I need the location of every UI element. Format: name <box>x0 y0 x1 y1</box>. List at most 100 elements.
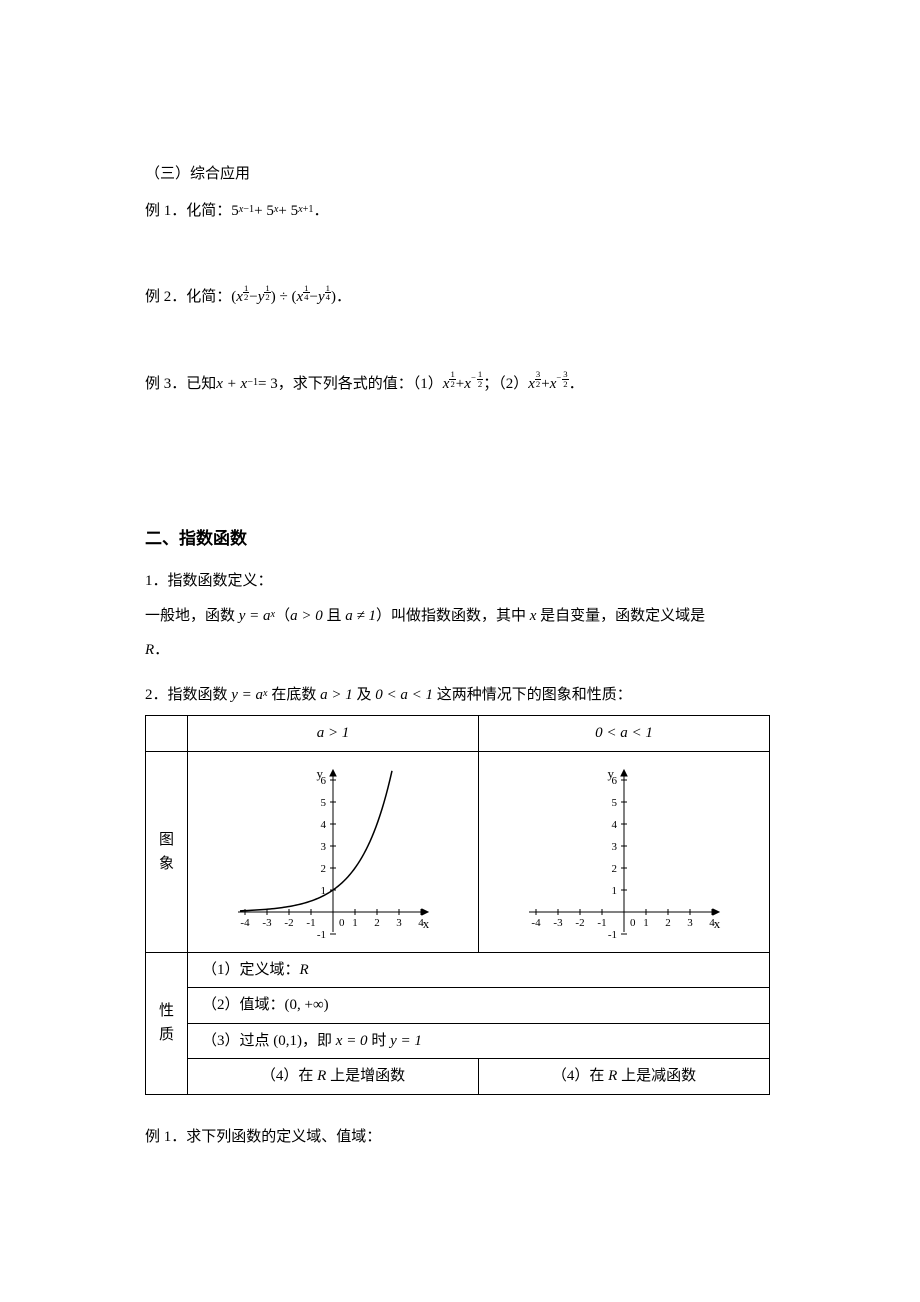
def-cond1: a > 0 <box>290 602 323 631</box>
ex3-p2d1: 2 <box>535 380 541 389</box>
prop2-a: （2）值域： <box>202 997 285 1013</box>
ex2-d4: 4 <box>325 293 331 302</box>
ti-d: 这两种情况下的图象和性质： <box>433 687 632 703</box>
ex1-label: 例 1．化简： <box>145 197 231 226</box>
ex1-math: 5x−1 + 5x + 5x+1 <box>231 197 313 226</box>
ex1-end: ． <box>313 197 328 226</box>
svg-text:-1: -1 <box>608 929 617 941</box>
ex1-plus1: + 5 <box>254 197 274 226</box>
example-1: 例 1．化简： 5x−1 + 5x + 5x+1 ． <box>145 197 770 226</box>
prop-domain: （1）定义域：R <box>188 952 770 988</box>
graph-increasing: -4-3-2-112340-1123456yx <box>188 751 479 952</box>
svg-text:-1: -1 <box>317 929 326 941</box>
graph-increasing-svg: -4-3-2-112340-1123456yx <box>228 762 438 942</box>
svg-text:2: 2 <box>374 917 380 929</box>
def-end: ． <box>154 642 169 658</box>
svg-text:-1: -1 <box>597 917 606 929</box>
ex3-x1: x <box>443 370 450 399</box>
ex1-base1: 5 <box>231 197 239 226</box>
def-b: （ <box>275 608 290 624</box>
col-0-lt-a-lt-1: 0 < a < 1 <box>479 716 770 752</box>
prop-range: （2）值域：(0, +∞) <box>188 988 770 1024</box>
prop3-b: (0,1) <box>273 1027 302 1056</box>
svg-text:0: 0 <box>630 917 636 929</box>
svg-text:4: 4 <box>321 819 327 831</box>
ex2-minus2: − <box>310 283 318 312</box>
ex2-end: ． <box>336 283 351 312</box>
table-intro: 2．指数函数 y = ax 在底数 a > 1 及 0 < a < 1 这两种情… <box>145 681 770 710</box>
ex2-y2: y <box>318 283 325 312</box>
ex2-minus1: − <box>249 283 257 312</box>
graph-decreasing: -4-3-2-112340-1123456yx <box>479 751 770 952</box>
svg-text:2: 2 <box>612 863 618 875</box>
ti-c2: 0 < a < 1 <box>375 681 433 710</box>
svg-text:1: 1 <box>643 917 649 929</box>
example-2: 例 2．化简： (x12 − y12) ÷ (x14 − y14) ． <box>145 283 770 312</box>
def-e: 是自变量，函数定义域是 <box>536 608 705 624</box>
ex1-plus2: + 5 <box>278 197 298 226</box>
def-d: ）叫做指数函数，其中 <box>376 608 530 624</box>
prop-increasing: （4）在 R 上是增函数 <box>188 1059 479 1095</box>
def-cond2: a ≠ 1 <box>345 602 376 631</box>
ex3-x4: x <box>550 370 557 399</box>
prop3-e: 时 <box>368 1033 391 1049</box>
prop4a-b: R <box>317 1062 326 1091</box>
prop4b-a: （4）在 <box>552 1068 608 1084</box>
properties-table: a > 1 0 < a < 1 图 象 -4-3-2-112340-112345… <box>145 715 770 1095</box>
prop4b-c: 上是减函数 <box>617 1068 696 1084</box>
prop1-a: （1）定义域： <box>202 962 300 978</box>
prop4b-b: R <box>608 1062 617 1091</box>
ex3-x2: x <box>464 370 471 399</box>
section-2-heading: 二、指数函数 <box>145 523 770 555</box>
svg-text:2: 2 <box>665 917 671 929</box>
row-prop-label: 性 质 <box>146 952 188 1094</box>
def-fn: y = a <box>239 602 271 631</box>
prop4a-a: （4）在 <box>261 1068 317 1084</box>
ex3-p1d1: 2 <box>449 380 455 389</box>
ex1-exp3b: +1 <box>303 204 314 215</box>
prop3-a: （3）过点 <box>202 1033 273 1049</box>
svg-text:5: 5 <box>321 797 327 809</box>
svg-text:x: x <box>714 916 721 931</box>
svg-text:3: 3 <box>396 917 402 929</box>
ex2-x1: x <box>236 283 243 312</box>
svg-text:y: y <box>317 766 324 781</box>
svg-text:x: x <box>423 916 430 931</box>
ex3-eq: = 3 <box>258 370 278 399</box>
def-c: 且 <box>323 608 346 624</box>
example-3: 例 3．已知 x + x−1 = 3 ，求下列各式的值：（1） x12 + x−… <box>145 370 770 399</box>
svg-text:3: 3 <box>612 841 618 853</box>
section-3-heading: （三）综合应用 <box>145 160 770 189</box>
prop3-c: ，即 <box>302 1033 336 1049</box>
svg-text:-2: -2 <box>284 917 293 929</box>
section-c-ex1: 例 1．求下列函数的定义域、值域： <box>145 1123 770 1152</box>
ti-sup: x <box>263 684 268 703</box>
ex2-mid: ) ÷ ( <box>271 283 297 312</box>
ex3-plus1: + <box>456 370 464 399</box>
ex3-part2: x32 + x−32 <box>528 370 568 399</box>
def-sup: x <box>271 605 276 624</box>
ex2-y1: y <box>258 283 265 312</box>
svg-text:3: 3 <box>687 917 693 929</box>
ti-b: 在底数 <box>268 687 321 703</box>
svg-text:2: 2 <box>321 863 327 875</box>
prop3-d: x = 0 <box>336 1027 368 1056</box>
ex2-d1: 2 <box>243 293 249 302</box>
svg-text:0: 0 <box>339 917 345 929</box>
ex3-p1d2: 2 <box>477 380 483 389</box>
svg-text:-4: -4 <box>240 917 250 929</box>
ex2-label: 例 2．化简： <box>145 283 231 312</box>
ti-fn: y = a <box>231 681 263 710</box>
corner-cell <box>146 716 188 752</box>
svg-text:-2: -2 <box>575 917 584 929</box>
def-R-line: R． <box>145 636 770 665</box>
ti-a: 2．指数函数 <box>145 687 231 703</box>
ex3-given: x + x−1 = 3 <box>216 370 278 399</box>
prop2-b: (0, +∞) <box>285 991 329 1020</box>
svg-text:5: 5 <box>612 797 618 809</box>
ex3-part1: x12 + x−12 <box>443 370 483 399</box>
prop-decreasing: （4）在 R 上是减函数 <box>479 1059 770 1095</box>
graph-decreasing-svg: -4-3-2-112340-1123456yx <box>519 762 729 942</box>
ex2-math: (x12 − y12) ÷ (x14 − y14) <box>231 283 336 312</box>
ex3-p2d2: 2 <box>562 380 568 389</box>
